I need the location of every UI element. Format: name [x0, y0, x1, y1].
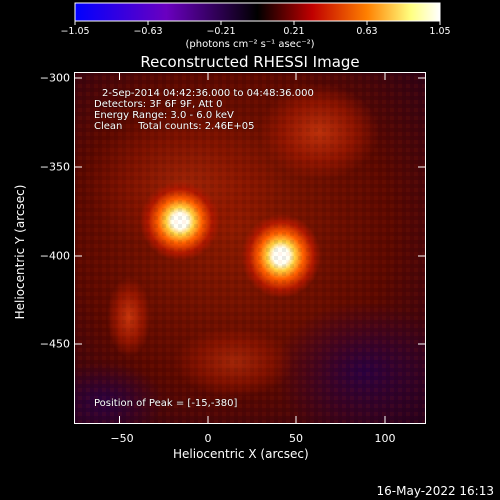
- colorbar-tick-label: −0.63: [133, 26, 163, 37]
- colorbar: [74, 2, 441, 25]
- clean-counts-label: Clean Total counts: 2.46E+05: [94, 121, 255, 132]
- colorbar-units-label: (photons cm⁻² s⁻¹ asec⁻²): [185, 39, 315, 50]
- y-tick-label: −300: [39, 71, 70, 85]
- colorbar-tick-label: −0.21: [206, 26, 236, 37]
- colorbar-tick-label: 0.63: [356, 26, 378, 37]
- rhessi-image: [74, 72, 426, 424]
- y-tick-label: −450: [39, 337, 70, 351]
- colorbar-tick-label: 0.21: [283, 26, 305, 37]
- colorbar-gradient: [74, 2, 441, 22]
- colorbar-tick-label: −1.05: [60, 26, 90, 37]
- energy-range-label: Energy Range: 3.0 - 6.0 keV: [94, 110, 234, 121]
- colorbar-tick-label: 1.05: [429, 26, 451, 37]
- peak-position-label: Position of Peak = [-15,-380]: [94, 398, 238, 409]
- detectors-label: Detectors: 3F 6F 9F, Att 0: [94, 99, 223, 110]
- x-tick-label: 100: [374, 432, 396, 445]
- timestamp: 16-May-2022 16:13: [376, 484, 494, 498]
- y-axis-label: Heliocentric Y (arcsec): [13, 184, 27, 320]
- x-tick-label: 0: [204, 432, 212, 445]
- x-axis-label: Heliocentric X (arcsec): [173, 447, 309, 461]
- x-tick-label: 50: [289, 432, 303, 445]
- x-tick-label: −50: [110, 432, 134, 445]
- y-tick-label: −350: [39, 160, 70, 174]
- time-range-label: 2-Sep-2014 04:42:36.000 to 04:48:36.000: [102, 88, 314, 99]
- plot-title: Reconstructed RHESSI Image: [140, 53, 360, 71]
- y-tick-label: −400: [39, 249, 70, 263]
